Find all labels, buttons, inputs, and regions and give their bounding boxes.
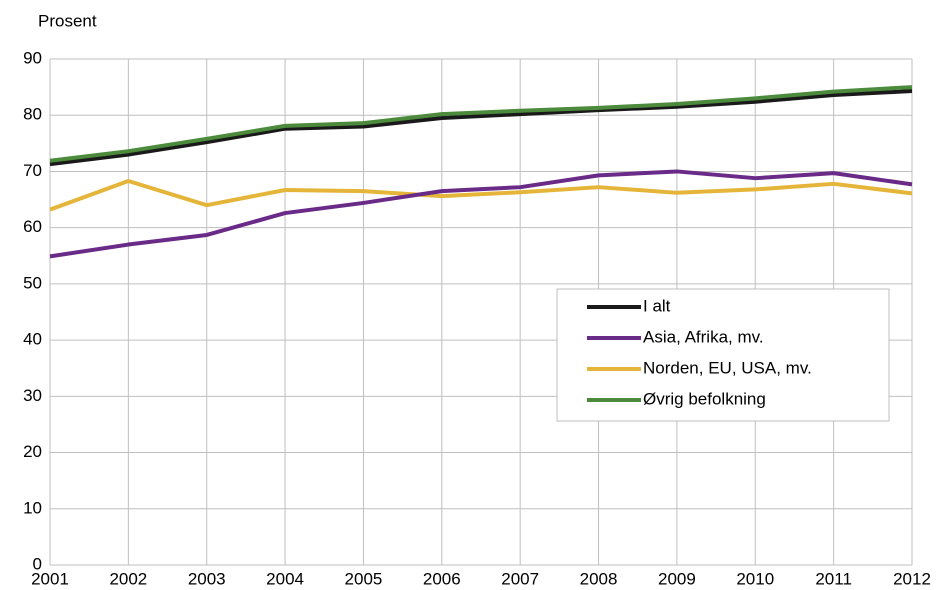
y-tick-label: 40: [23, 330, 42, 349]
x-tick-label: 2010: [736, 569, 774, 588]
y-tick-label: 90: [23, 48, 42, 67]
legend-label: Asia, Afrika, mv.: [643, 327, 764, 346]
x-tick-label: 2011: [815, 569, 852, 588]
series-line: [49, 169, 913, 259]
series-line: [49, 89, 913, 167]
x-tick-label: 2002: [109, 569, 147, 588]
y-tick-label: 80: [23, 105, 42, 124]
y-axis-label: Prosent: [38, 11, 97, 30]
y-tick-label: 50: [23, 273, 42, 292]
y-tick-label: 20: [23, 442, 42, 461]
x-tick-label: 2009: [658, 569, 696, 588]
y-tick-label: 30: [23, 386, 42, 405]
legend-label: Norden, EU, USA, mv.: [643, 358, 812, 377]
y-tick-label: 60: [23, 217, 42, 236]
x-tick-label: 2001: [31, 569, 69, 588]
series-line: [49, 85, 913, 163]
x-tick-label: 2012: [893, 569, 931, 588]
x-tick-label: 2003: [188, 569, 226, 588]
x-tick-label: 2008: [580, 569, 618, 588]
legend-label: I alt: [643, 296, 671, 315]
y-tick-label: 0: [33, 554, 42, 573]
y-tick-label: 70: [23, 161, 42, 180]
y-tick-label: 10: [23, 498, 42, 517]
series-line: [49, 179, 913, 212]
x-tick-label: 2004: [266, 569, 304, 588]
x-tick-label: 2005: [345, 569, 383, 588]
legend-label: Øvrig befolkning: [643, 389, 766, 408]
legend: I alt Asia, Afrika, mv. Norden, EU, USA, m…: [556, 288, 890, 422]
x-tick-label: 2007: [501, 569, 539, 588]
x-tick-label: 2006: [423, 569, 461, 588]
